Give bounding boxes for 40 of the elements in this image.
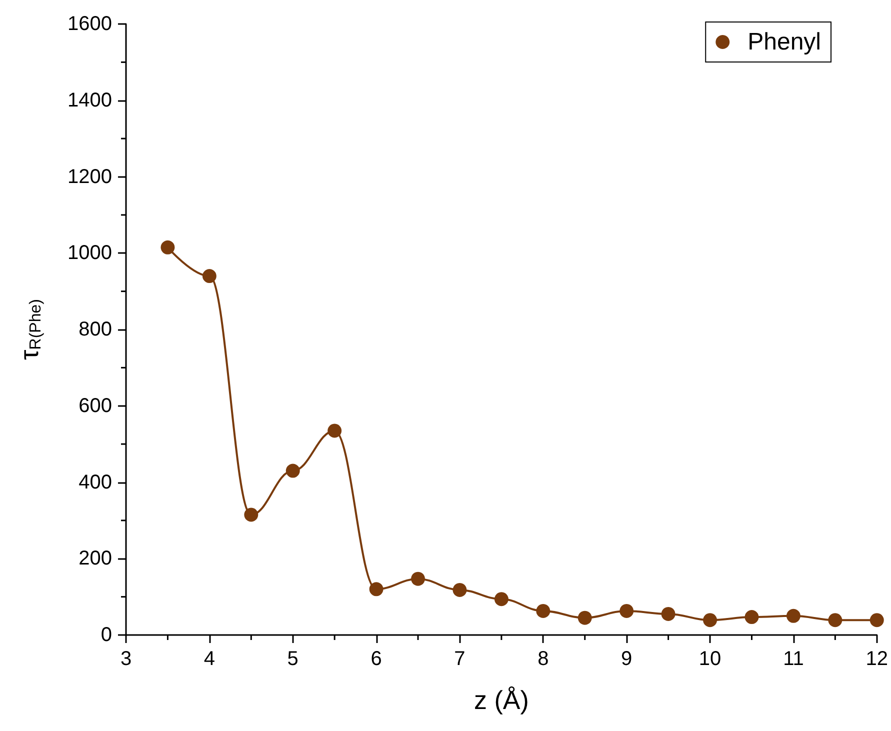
x-tick-label: 8	[538, 648, 549, 670]
y-tick-label: 400	[78, 471, 112, 494]
point	[786, 608, 800, 623]
point	[202, 269, 216, 284]
x-axis-title: z (Å)	[474, 685, 529, 715]
point	[536, 604, 550, 618]
x-tick-label: 12	[866, 648, 888, 670]
x-tick-label: 5	[287, 648, 298, 670]
y-tick-label: 1600	[68, 13, 112, 35]
point	[744, 610, 759, 624]
x-tick-label: 6	[370, 648, 382, 670]
y-tick-label: 1000	[68, 242, 112, 264]
y-tick-label: 1400	[68, 89, 112, 112]
point	[286, 464, 300, 478]
y-tick-label: 600	[78, 394, 112, 417]
point	[703, 613, 718, 628]
x-tick-label: 11	[783, 648, 804, 670]
point	[160, 240, 175, 254]
x-tick-label: 7	[454, 648, 466, 670]
point	[369, 582, 384, 596]
point	[452, 582, 467, 597]
point	[870, 613, 884, 628]
y-tick-label: 0	[100, 624, 112, 646]
point	[661, 607, 676, 621]
y-tick-label: 1200	[68, 166, 112, 188]
y-tick-label: 200	[78, 548, 112, 570]
point	[578, 610, 592, 625]
point	[328, 424, 342, 438]
point	[244, 508, 258, 522]
point	[828, 613, 842, 628]
y-axis-title: τR(Phe)	[14, 299, 44, 360]
point	[620, 604, 634, 618]
legend-label: Phenyl	[748, 28, 822, 56]
x-tick-label: 9	[621, 648, 632, 670]
x-tick-label: 3	[120, 648, 132, 670]
y-tick-label: 800	[78, 318, 112, 340]
point	[411, 572, 426, 586]
x-tick-label: 10	[698, 648, 722, 670]
x-tick-label: 4	[204, 648, 215, 670]
point	[494, 592, 508, 606]
